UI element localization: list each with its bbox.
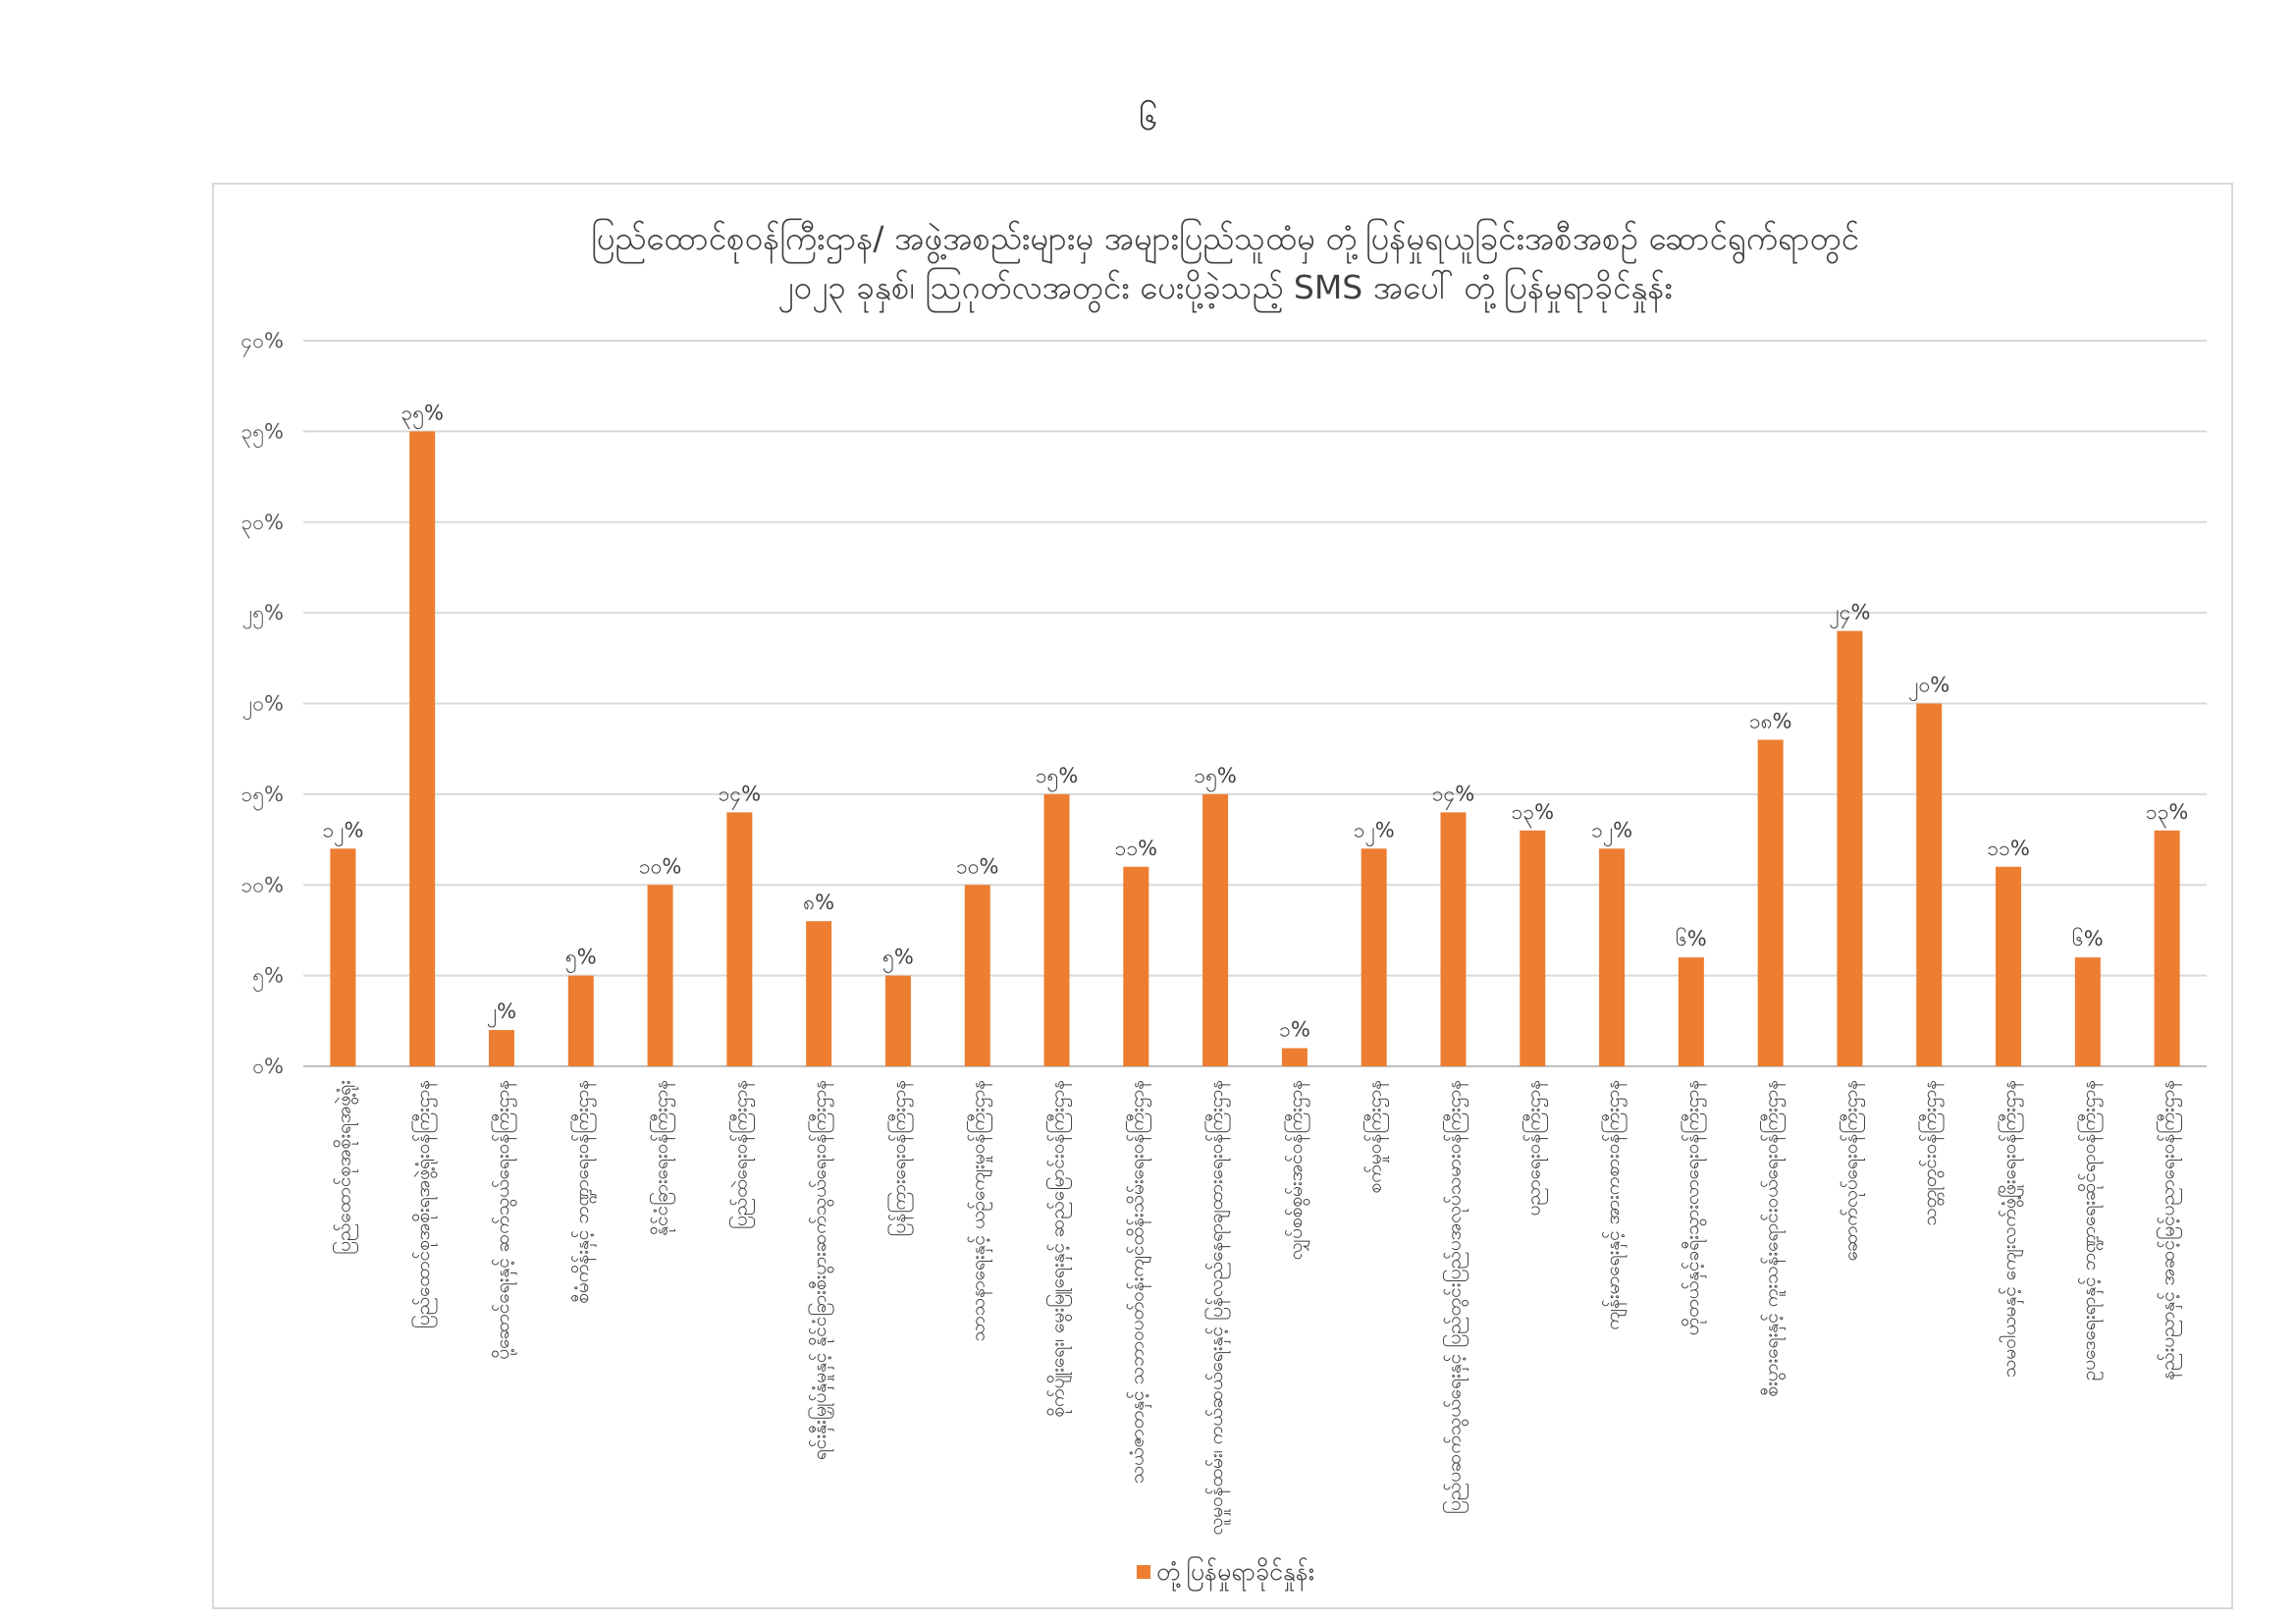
bar — [1281, 1048, 1308, 1066]
data-label: ၁၃% — [1511, 800, 1554, 829]
bar — [1202, 793, 1229, 1066]
chart-frame: ပြည်ထောင်စုဝန်ကြီးဌာန/ အဖွဲ့အစည်းများမှ … — [212, 183, 2233, 1609]
y-tick-label: ၃၅% — [240, 419, 284, 448]
data-label: ၂၄% — [1829, 601, 1870, 629]
data-label: ၁၂% — [1354, 818, 1395, 846]
y-axis-tick-labels: ၀% ၅% ၁၀% ၁၅% ၂၀% ၂၅% ၃၀% ၃၅% ၄၀% — [240, 329, 284, 1078]
data-label: ၁၁% — [1987, 837, 2030, 860]
data-label: ၁၂% — [322, 818, 363, 846]
category-label: နည်းပညာနှင့် အဆင့်မြင့်ပညာရေးဝန်ကြီးဌာန — [2156, 1080, 2183, 1380]
bar — [409, 431, 436, 1066]
data-label: ၁% — [1279, 1018, 1310, 1042]
data-label: ၆% — [1676, 926, 1707, 950]
category-label: ပညာရေးဝန်ကြီးဌာန — [1521, 1080, 1548, 1216]
bar — [884, 975, 911, 1066]
bar — [1599, 848, 1626, 1066]
data-label: ၁၀% — [956, 854, 999, 878]
legend: တုံ့ပြန်မှုရာခိုင်နှုန်း — [1137, 1556, 1314, 1591]
data-label: ၂% — [487, 1000, 516, 1028]
bar — [330, 848, 356, 1066]
y-tick-label: ၁၀% — [240, 873, 284, 896]
data-label: ၁၄% — [719, 782, 762, 810]
bar — [1757, 739, 1784, 1066]
category-label: ပြည်ထောင်စုအစိုးရအဖွဲ့ရုံးဝန်ကြီးဌာန — [410, 1080, 438, 1328]
category-label: သယံဇာတနှင့် သဘာဝပတ်ဝန်းကျင်ထိန်းသိမ်းရေး… — [1124, 1080, 1151, 1484]
data-label: ၁၀% — [639, 854, 682, 878]
chart-title: ပြည်ထောင်စုဝန်ကြီးဌာန/ အဖွဲ့အစည်းများမှ … — [591, 219, 1859, 313]
data-labels: ၁၂% ၃၅% ၂% ၅% ၁၀% ၁၄% ၈% ၅% ၁၀% ၁၅% ၁၁% ၁၅% ၁% ၁၂% ၁၄%… — [322, 401, 2188, 1041]
category-label: ကျန်းမာရေးနှင့် အားကစားဝန်ကြီးဌာန — [1600, 1080, 1628, 1330]
bar — [488, 1030, 514, 1066]
data-label: ၁၄% — [1432, 782, 1475, 810]
chart-title-line-2: ၂၀၂၃ ခုနှစ်၊ ဩဂုတ်လအတွင်း ပေးပို့ခဲ့သည့်… — [777, 268, 1673, 313]
y-tick-label: ၁၅% — [240, 783, 284, 811]
category-label: လူမှုဝန်ထမ်း၊ ကယ်ဆယ်ရေးနှင့် ပြန်လည်နေရာ… — [1203, 1080, 1231, 1536]
data-label: ၁၅% — [1194, 764, 1237, 792]
category-label: ဟိုတယ်နှင့်ခရီးသွားလာရေးဝန်ကြီးဌာန — [1680, 1080, 1707, 1335]
bar — [2074, 957, 2101, 1066]
category-label: စိုက်ပျိုးရေး၊ မွေးမြူရေးနှင့် ဆည်မြောင်… — [1045, 1080, 1073, 1418]
category-label: သမဝါယမနှင့် ကျေးလက်ဖွံ့ဖြိုးရေးဝန်ကြီးဌာ… — [1997, 1080, 2024, 1378]
data-label: ၂၀% — [1908, 674, 1949, 702]
bar — [806, 921, 832, 1066]
category-label: ဆောက်လုပ်ရေးဝန်ကြီးဌာန — [1838, 1080, 1865, 1261]
data-label: ၈% — [803, 891, 834, 914]
y-tick-label: ၃၀% — [240, 511, 284, 539]
bar — [1440, 812, 1467, 1066]
y-tick-label: ၂၅% — [242, 601, 284, 629]
category-label: ပို့ဆောင်ရေးနှင့် ဆက်သွယ်ရေးဝန်ကြီးဌာန — [490, 1080, 517, 1360]
legend-swatch — [1137, 1565, 1150, 1579]
bar — [1678, 957, 1704, 1066]
bar — [2154, 830, 2180, 1066]
bar-chart: ပြည်ထောင်စုဝန်ကြီးဌာန/ အဖွဲ့အစည်းများမှ … — [240, 219, 2207, 1591]
category-labels: ပြည်ထောင်စုအစိုးရအဖွဲ့ရုံး ပြည်ထောင်စုအစိ… — [331, 1080, 2182, 1536]
category-label: စီမံကိန်းနှင့် ဘဏ္ဍာရေးဝန်ကြီးဌာန — [569, 1080, 597, 1304]
data-label: ၅% — [565, 946, 597, 974]
category-label: ပြည်ထဲရေးဝန်ကြီးဌာန — [727, 1080, 755, 1229]
bar — [1996, 866, 2022, 1066]
bar — [726, 812, 753, 1066]
bar — [567, 975, 594, 1066]
legend-label: တုံ့ပြန်မှုရာခိုင်နှုန်း — [1156, 1556, 1314, 1591]
data-label: ၅% — [882, 946, 914, 974]
bar — [647, 885, 673, 1066]
category-label: ရင်းနှီးမြှုပ်နှံမှုနှင့် နိုင်ငံခြားစီး… — [807, 1080, 834, 1460]
data-label: ၃၅% — [400, 401, 444, 429]
category-label: နိုင်ငံခြားရေးဝန်ကြီးဌာန — [649, 1080, 676, 1236]
data-label: ၆% — [2072, 926, 2104, 950]
bar — [1916, 703, 1943, 1066]
y-tick-label: ၅% — [252, 964, 284, 993]
bar — [964, 885, 990, 1066]
data-label: ၁၈% — [1749, 709, 1792, 732]
category-label: လျှပ်စစ်စွမ်းအင်ဝန်ကြီးဌာန — [1283, 1080, 1310, 1260]
gridlines — [303, 340, 2207, 1067]
bar — [1123, 866, 1149, 1066]
y-tick-label: ၀% — [252, 1055, 284, 1078]
category-label: ပြည်ပဆက်သွယ်ရေးနှင့် ပြည်တွင်းပြည်ပအလုပ်… — [1441, 1080, 1468, 1514]
bar — [1837, 630, 1863, 1066]
category-label: ဥပဒေရေးရာနှင့် ဘဏ္ဍာရေးဆိုင်ရာဝန်ကြီးဌာန — [2076, 1080, 2104, 1380]
category-label: ပြန်ကြားရေးဝန်ကြီးဌာန — [886, 1080, 914, 1237]
bar — [1361, 848, 1387, 1066]
bar — [1520, 830, 1546, 1066]
bars — [330, 431, 2180, 1066]
category-label: ပြည်ထောင်စုအစိုးရအဖွဲ့ရုံး — [331, 1080, 358, 1255]
chart-title-line-1: ပြည်ထောင်စုဝန်ကြီးဌာန/ အဖွဲ့အစည်းများမှ … — [591, 219, 1859, 264]
data-label: ၁၃% — [2146, 800, 2189, 829]
category-label: စီးပွားရေးနှင့် ကူးသန်းရောင်းဝယ်ရေးဝန်ကြ… — [1759, 1080, 1787, 1397]
data-label: ၁၁% — [1115, 837, 1158, 860]
data-label: ၁၂% — [1591, 818, 1632, 846]
bar — [1043, 793, 1070, 1066]
category-label: စက်မှုဝန်ကြီးဌာန — [1362, 1080, 1390, 1193]
category-label: သာသနာရေးနှင့် ယဉ်ကျေးမှုဝန်ကြီးဌာန — [966, 1080, 993, 1342]
y-tick-label: ၄၀% — [240, 329, 284, 357]
data-label: ၁၅% — [1036, 764, 1079, 792]
category-label: သတ္တုတွင်းဝန်ကြီးဌာန — [1917, 1080, 1945, 1226]
page-number: ၆ — [1138, 99, 1158, 138]
y-tick-label: ၂၀% — [242, 692, 284, 721]
